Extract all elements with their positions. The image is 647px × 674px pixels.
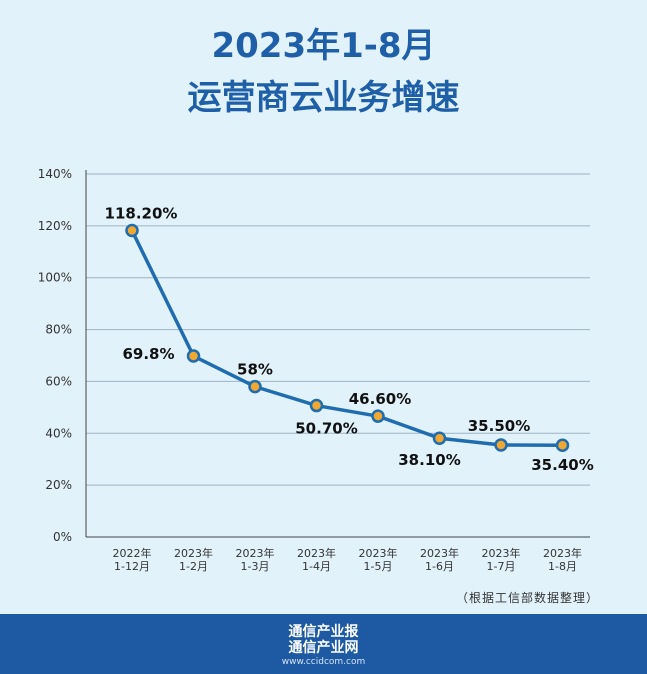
data-label: 46.60%: [349, 390, 411, 408]
footer-bar: 通信产业报 通信产业网 www.ccidcom.com: [0, 614, 647, 674]
data-point: [125, 223, 139, 238]
series-line: [130, 229, 563, 447]
chart-title-line1: 2023年1-8月: [211, 26, 436, 66]
x-tick-label-line: 1-2月: [179, 560, 208, 573]
x-tick-label-line: 2022年: [113, 546, 152, 560]
website-url: www.ccidcom.com: [281, 657, 366, 667]
y-tick-label: 100%: [38, 271, 72, 285]
data-label: 118.20%: [105, 205, 178, 223]
y-tick-label: 40%: [45, 426, 72, 440]
data-label: 58%: [237, 361, 273, 379]
x-tick-label-line: 1-8月: [548, 560, 577, 573]
data-point: [432, 431, 447, 445]
x-tick-label-line: 2023年: [482, 546, 521, 560]
data-point: [371, 409, 385, 423]
x-tick-label-line: 2023年: [236, 546, 275, 560]
data-label: 35.40%: [531, 456, 593, 474]
data-label: 69.8%: [122, 345, 174, 363]
x-tick-label: 2023年 1-6月: [420, 546, 459, 573]
line-chart: 0% 20% 40% 60% 80% 100% 120% 140% 2022年 1-12月 2023…: [38, 167, 594, 573]
y-tick-label: 60%: [45, 374, 72, 388]
y-tick-label: 140%: [38, 167, 72, 181]
brand-name-website: 通信产业网: [288, 640, 359, 656]
x-tick-label-line: 1-4月: [302, 560, 331, 573]
x-tick-label: 2023年 1-3月: [236, 546, 275, 573]
source-note: （根据工信部数据整理）: [455, 591, 599, 605]
y-tick-label: 80%: [45, 323, 72, 337]
x-tick-label-line: 1-7月: [487, 560, 516, 573]
data-point: [186, 349, 201, 363]
x-tick-label-line: 1-6月: [425, 560, 454, 573]
data-label: 35.50%: [468, 417, 530, 435]
brand-name-newspaper: 通信产业报: [288, 624, 359, 640]
data-label: 50.70%: [295, 420, 357, 438]
x-tick-label-line: 2023年: [359, 546, 398, 560]
x-tick-label-line: 1-3月: [241, 560, 270, 573]
data-point: [248, 379, 262, 394]
x-tick-label-line: 2023年: [420, 546, 459, 560]
x-tick-label-line: 2023年: [543, 546, 582, 560]
chart-title-line2: 运营商云业务增速: [187, 78, 460, 118]
y-tick-label: 0%: [53, 530, 72, 544]
y-tick-label: 20%: [45, 478, 72, 492]
data-point: [309, 398, 324, 413]
x-tick-label-line: 1-5月: [364, 560, 393, 573]
x-tick-label: 2023年 1-7月: [482, 546, 521, 573]
x-tick-label-line: 2023年: [297, 546, 336, 560]
x-tick-label: 2023年 1-4月: [297, 546, 336, 573]
x-tick-label: 2023年 1-8月: [543, 546, 582, 573]
data-point: [555, 438, 570, 452]
x-tick-label: 2023年 1-2月: [174, 546, 213, 573]
y-tick-label: 120%: [38, 219, 72, 233]
x-tick-label-line: 1-12月: [114, 560, 150, 573]
x-tick-label: 2023年 1-5月: [359, 546, 398, 573]
data-label: 38.10%: [398, 451, 460, 469]
x-tick-label-line: 2023年: [174, 546, 213, 560]
x-tick-label: 2022年 1-12月: [113, 546, 152, 573]
data-point: [494, 438, 508, 452]
